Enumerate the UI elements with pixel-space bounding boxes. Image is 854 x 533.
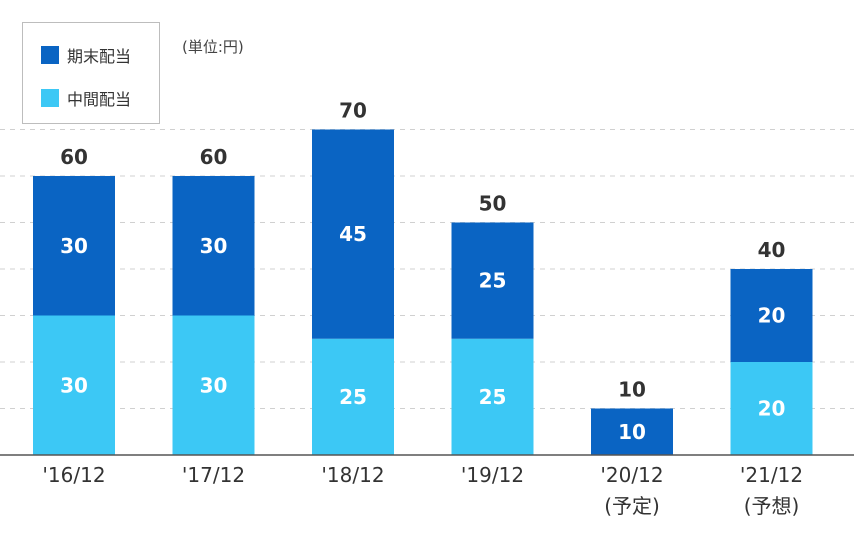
total-value-label: 40 [758, 238, 786, 262]
bar-interim [451, 338, 534, 455]
legend-item-year-end: 期末配当 [41, 43, 131, 67]
segment-value-label: 20 [758, 304, 786, 328]
x-tick-label: '17/12 [182, 463, 245, 487]
legend: 期末配当 中間配当 [22, 22, 160, 124]
bar-year-end [591, 408, 673, 455]
bar-interim [33, 315, 115, 455]
segment-value-label: 25 [479, 385, 507, 409]
legend-label-year-end: 期末配当 [67, 47, 132, 66]
segment-value-label: 30 [200, 234, 228, 258]
segment-value-label: 45 [339, 222, 367, 246]
bar-interim [730, 362, 813, 455]
bar-year-end [451, 222, 534, 339]
bar-interim [312, 338, 394, 455]
segment-value-label: 25 [339, 385, 367, 409]
x-tick-label: '18/12 [321, 463, 384, 487]
data-labels: 30 30 60 30 30 60 25 45 70 25 25 50 10 10 20 20 40 [60, 99, 785, 444]
bar-year-end [172, 176, 255, 316]
bars [33, 129, 813, 455]
total-value-label: 60 [200, 145, 228, 169]
segment-value-label: 10 [618, 420, 646, 444]
x-axis: '16/12 '17/12 '18/12 '19/12 '20/12 (予定) '21/12… [0, 454, 854, 518]
x-tick-note: (予定) [604, 494, 660, 518]
bar-interim [172, 315, 255, 455]
bar-year-end [730, 269, 813, 362]
x-tick-label: '21/12 [740, 463, 803, 487]
segment-value-label: 30 [60, 234, 88, 258]
bar-year-end [33, 176, 115, 316]
x-tick-label: '20/12 [600, 463, 663, 487]
segment-value-label: 30 [60, 373, 88, 397]
total-value-label: 60 [60, 145, 88, 169]
total-value-label: 70 [339, 99, 367, 123]
legend-swatch-interim [41, 89, 59, 107]
gridlines [0, 129, 854, 409]
legend-swatch-year-end [41, 46, 59, 64]
total-value-label: 50 [479, 192, 507, 216]
unit-label: (単位:円) [182, 38, 244, 56]
legend-item-interim: 中間配当 [41, 86, 131, 110]
total-value-label: 10 [618, 378, 646, 402]
segment-value-label: 20 [758, 397, 786, 421]
x-tick-label: '19/12 [461, 463, 524, 487]
x-tick-note: (予想) [744, 494, 800, 518]
segment-value-label: 25 [479, 269, 507, 293]
bar-year-end [312, 129, 394, 339]
x-tick-label: '16/12 [42, 463, 105, 487]
legend-label-interim: 中間配当 [67, 90, 132, 109]
segment-value-label: 30 [200, 373, 228, 397]
